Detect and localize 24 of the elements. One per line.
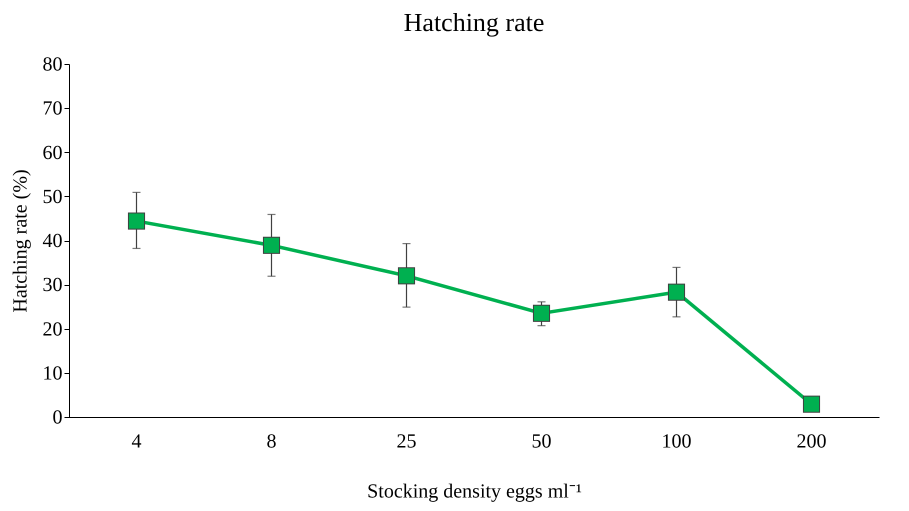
point (398, 267, 416, 284)
x-tick-label: 25 (396, 430, 416, 452)
y-tick-label: 0 (52, 406, 62, 428)
x-tick-label: 50 (532, 430, 552, 452)
x-axis-title: Stocking density eggs ml⁻¹ (367, 480, 582, 502)
y-tick-label: 80 (42, 54, 62, 76)
y-tick-label: 60 (42, 142, 62, 164)
point (128, 212, 146, 230)
y-tick-label: 10 (42, 362, 62, 384)
y-tick-label: 50 (42, 186, 62, 208)
point (802, 396, 820, 413)
chart-title: Hatching rate (404, 8, 544, 37)
y-tick-label: 30 (42, 274, 62, 296)
point (668, 284, 686, 301)
point (262, 236, 280, 254)
x-tick-label: 200 (796, 430, 826, 452)
y-tick-label: 70 (42, 98, 62, 120)
x-tick-label: 8 (266, 430, 276, 452)
y-tick-label: 20 (42, 318, 62, 340)
x-tick-label: 4 (132, 430, 142, 452)
x-tick-label: 100 (662, 430, 692, 452)
y-tick-label: 40 (42, 230, 62, 252)
point (532, 304, 550, 322)
y-axis-title: Hatching rate (%) (10, 169, 32, 313)
